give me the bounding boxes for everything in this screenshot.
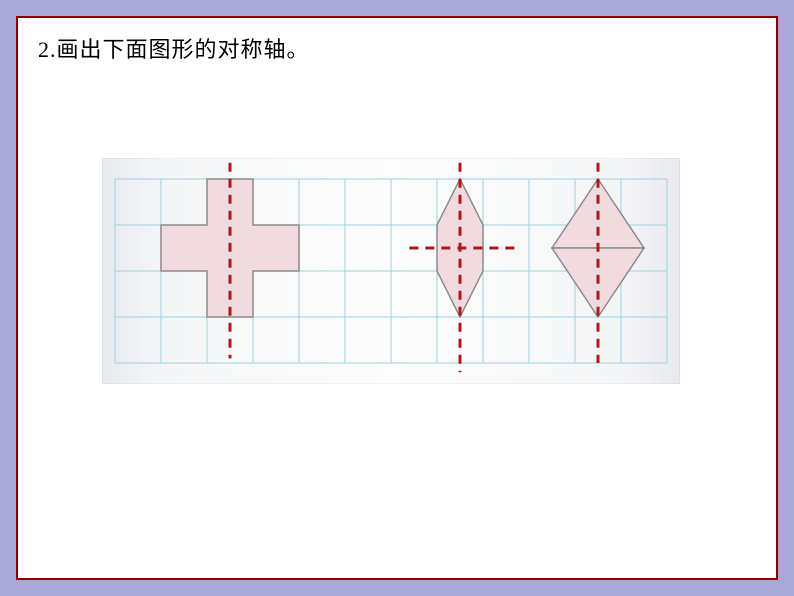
content-panel: 2.画出下面图形的对称轴。	[16, 16, 778, 580]
grid-figure	[102, 158, 680, 384]
question-text: 2.画出下面图形的对称轴。	[38, 32, 310, 64]
shapes	[161, 179, 644, 317]
grid-svg	[102, 158, 680, 384]
outer-frame: 2.画出下面图形的对称轴。	[0, 0, 794, 596]
